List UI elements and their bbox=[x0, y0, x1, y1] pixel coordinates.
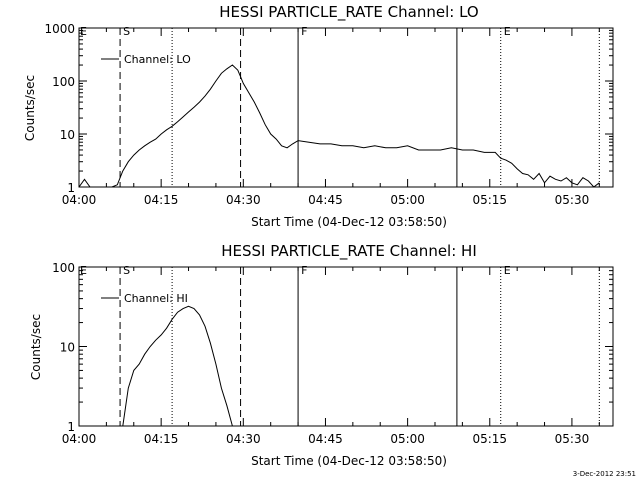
x-tick-label: 05:30 bbox=[555, 193, 590, 207]
series-line bbox=[122, 305, 233, 427]
axes-hi: 04:00 04:15 04:30 04:45 05:00 05:15 05:30 1 10 10… bbox=[52, 261, 614, 446]
series-line bbox=[78, 64, 600, 188]
x-tick-label: 05:15 bbox=[472, 193, 507, 207]
axes-lo: 04:00 04:15 04:30 04:45 05:00 05:15 05:30 1 10 10… bbox=[44, 22, 614, 207]
series-hi bbox=[122, 305, 233, 427]
panel-hi: HESSI PARTICLE_RATE Channel: HI Start Ti… bbox=[29, 242, 614, 468]
panel-lo: HESSI PARTICLE_RATE Channel: LO Start Ti… bbox=[23, 3, 614, 229]
corner-label-lo: E bbox=[80, 25, 87, 38]
series-lo bbox=[78, 64, 600, 188]
y-tick-label: 10 bbox=[60, 128, 75, 142]
y-tick-label: 10 bbox=[60, 341, 75, 355]
plot-frame bbox=[78, 266, 614, 427]
footer-timestamp: 3-Dec-2012 23:51 bbox=[573, 470, 636, 478]
x-tick-label: 04:00 bbox=[62, 193, 97, 207]
x-tick-label: 05:15 bbox=[472, 432, 507, 446]
x-axis-label-lo: Start Time (04-Dec-12 03:58:50) bbox=[251, 215, 447, 229]
chart-title-lo: HESSI PARTICLE_RATE Channel: LO bbox=[219, 3, 478, 22]
x-tick-label: 05:00 bbox=[390, 432, 425, 446]
y-tick-label: 1 bbox=[67, 181, 75, 195]
event-marker-label: S bbox=[123, 264, 130, 277]
plot-frame bbox=[78, 27, 614, 188]
x-tick-label: 04:30 bbox=[226, 193, 261, 207]
legend-label-lo: Channel: LO bbox=[124, 53, 191, 66]
x-tick-label: 05:00 bbox=[390, 193, 425, 207]
corner-label-hi: E bbox=[80, 264, 87, 277]
y-axis-label-hi: Counts/sec bbox=[29, 314, 43, 380]
x-tick-label: 04:45 bbox=[308, 193, 343, 207]
legend-lo: Channel: LO bbox=[101, 53, 191, 66]
legend-hi: Channel: HI bbox=[101, 292, 188, 305]
x-tick-label: 04:45 bbox=[308, 432, 343, 446]
y-axis-label-lo: Counts/sec bbox=[23, 75, 37, 141]
event-marker-label: E bbox=[504, 25, 511, 38]
x-tick-label: 04:15 bbox=[144, 432, 179, 446]
legend-label-hi: Channel: HI bbox=[124, 292, 188, 305]
y-tick-label: 1000 bbox=[44, 22, 75, 36]
chart-title-hi: HESSI PARTICLE_RATE Channel: HI bbox=[221, 242, 477, 261]
x-axis-label-hi: Start Time (04-Dec-12 03:58:50) bbox=[251, 454, 447, 468]
event-marker-label: E bbox=[504, 264, 511, 277]
x-tick-label: 04:15 bbox=[144, 193, 179, 207]
event-marker-label: F bbox=[301, 25, 307, 38]
x-tick-label: 05:30 bbox=[555, 432, 590, 446]
x-tick-label: 04:00 bbox=[62, 432, 97, 446]
y-tick-label: 100 bbox=[52, 75, 75, 89]
x-tick-label: 04:30 bbox=[226, 432, 261, 446]
event-marker-label: S bbox=[123, 25, 130, 38]
y-tick-label: 1 bbox=[67, 420, 75, 434]
event-marker-label: F bbox=[301, 264, 307, 277]
y-tick-label: 100 bbox=[52, 261, 75, 275]
